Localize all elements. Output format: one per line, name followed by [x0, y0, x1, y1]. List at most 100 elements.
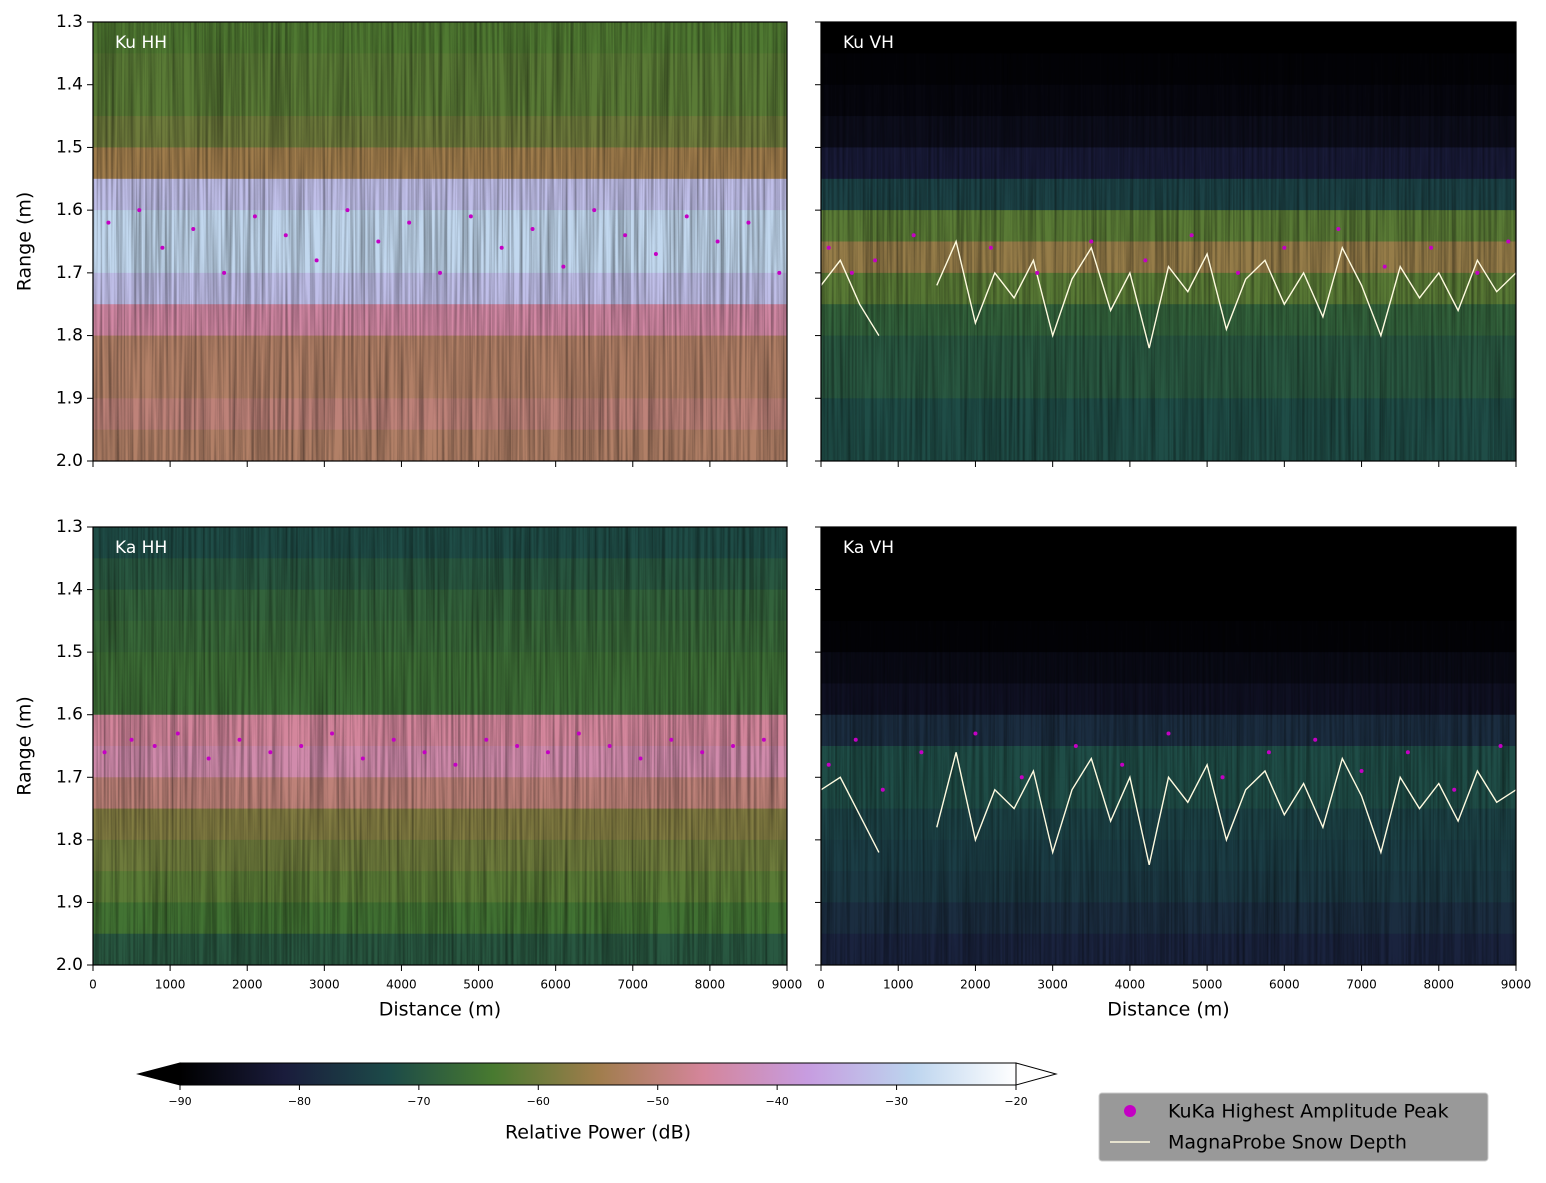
- peak-point: [407, 220, 412, 225]
- x-tick-label: 0: [817, 978, 825, 992]
- x-tick-label: 2000: [232, 978, 263, 992]
- x-tick-label: 5000: [463, 978, 494, 992]
- peak-point: [152, 744, 157, 748]
- colorbar: [179, 1062, 1017, 1086]
- colorbar-tick-label: −40: [766, 1095, 789, 1108]
- peak-point: [422, 750, 427, 755]
- y-tick-label: 1.3: [56, 12, 83, 32]
- x-tick-label: 1000: [883, 978, 914, 992]
- x-tick-label: 0: [89, 978, 97, 992]
- peak-point: [175, 731, 180, 736]
- x-tick-label: 7000: [1346, 978, 1377, 992]
- colorbar-tick-label: −20: [1004, 1095, 1027, 1108]
- x-tick-label: 3000: [309, 978, 340, 992]
- peak-point: [1019, 775, 1024, 780]
- panel-label: Ka VH: [843, 538, 894, 558]
- peak-point: [1120, 762, 1125, 767]
- y-axis-label: Range (m): [14, 192, 36, 292]
- y-tick-label: 1.6: [56, 705, 83, 725]
- y-tick-label: 1.7: [56, 767, 83, 787]
- legend-box: [1098, 1092, 1489, 1162]
- texture: [821, 22, 1516, 461]
- peak-point: [700, 750, 705, 755]
- peak-point: [1035, 270, 1040, 275]
- peak-point: [607, 744, 612, 748]
- peak-point: [1498, 744, 1503, 748]
- colorbar-tick-label: −80: [288, 1095, 311, 1108]
- peak-point: [283, 233, 288, 238]
- peak-point: [1089, 239, 1094, 244]
- peak-point: [623, 233, 628, 238]
- peak-point: [438, 270, 442, 275]
- legend-marker: [1124, 1105, 1136, 1117]
- texture: [821, 527, 1516, 965]
- peak-point: [761, 737, 766, 742]
- x-tick-label: 2000: [960, 978, 991, 992]
- peak-point: [345, 208, 350, 213]
- texture: [93, 22, 787, 461]
- x-tick-label: 9000: [772, 978, 803, 992]
- y-tick-label: 1.5: [56, 642, 83, 662]
- peak-point: [1429, 245, 1434, 250]
- colorbar-tick-label: −50: [646, 1095, 669, 1108]
- peak-point: [129, 737, 134, 742]
- panel: [821, 527, 1516, 965]
- peak-point: [268, 750, 273, 755]
- panel-label: Ka HH: [115, 538, 167, 558]
- peak-point: [360, 756, 365, 761]
- snow-depth-line: [821, 752, 1516, 866]
- panel: [93, 22, 787, 461]
- peak-point: [137, 208, 142, 213]
- peak-point: [826, 245, 831, 250]
- peak-point: [530, 226, 535, 231]
- peak-point: [715, 239, 720, 244]
- peak-point: [515, 744, 520, 748]
- y-tick-label: 1.9: [56, 388, 83, 408]
- peak-point: [391, 737, 396, 742]
- x-axis-label: Distance (m): [1107, 999, 1229, 1021]
- peak-point: [973, 731, 978, 736]
- texture: [93, 527, 787, 965]
- peak-point: [826, 762, 831, 767]
- peak-point: [911, 233, 916, 238]
- peak-point: [919, 750, 924, 755]
- peak-point: [1236, 270, 1240, 275]
- y-tick-label: 1.7: [56, 263, 83, 283]
- x-tick-label: 7000: [618, 978, 649, 992]
- peak-point: [1166, 731, 1171, 736]
- peak-point: [731, 744, 736, 748]
- x-tick-label: 6000: [1269, 978, 1300, 992]
- peak-point: [561, 264, 566, 269]
- peak-point: [653, 252, 658, 257]
- peak-point: [222, 270, 227, 275]
- peak-point: [1382, 264, 1387, 269]
- peak-point: [880, 787, 885, 792]
- x-tick-label: 5000: [1192, 978, 1223, 992]
- frame: [820, 526, 1517, 966]
- snow-depth-line: [821, 239, 1516, 349]
- peak-point: [853, 737, 858, 742]
- peak-point: [1143, 258, 1148, 263]
- y-tick-label: 2.0: [56, 451, 83, 471]
- x-tick-label: 6000: [540, 978, 571, 992]
- peak-point: [1189, 233, 1194, 238]
- peak-point: [988, 245, 993, 250]
- peak-point: [191, 226, 196, 231]
- colorbar-label: Relative Power (dB): [505, 1122, 691, 1144]
- peak-point: [1336, 226, 1341, 231]
- frame: [820, 21, 1517, 462]
- legend-label: MagnaProbe Snow Depth: [1168, 1132, 1407, 1154]
- panel-label: Ku VH: [843, 33, 894, 53]
- frame: [92, 21, 788, 462]
- peak-point: [746, 220, 751, 225]
- x-tick-label: 1000: [155, 978, 186, 992]
- peak-point: [206, 756, 211, 761]
- y-tick-label: 1.5: [56, 137, 83, 157]
- x-tick-label: 8000: [695, 978, 726, 992]
- y-tick-label: 1.8: [56, 830, 83, 850]
- y-axis-label: Range (m): [14, 696, 36, 796]
- peak-point: [1073, 744, 1078, 748]
- peak-point: [1475, 270, 1480, 275]
- peak-point: [684, 214, 689, 219]
